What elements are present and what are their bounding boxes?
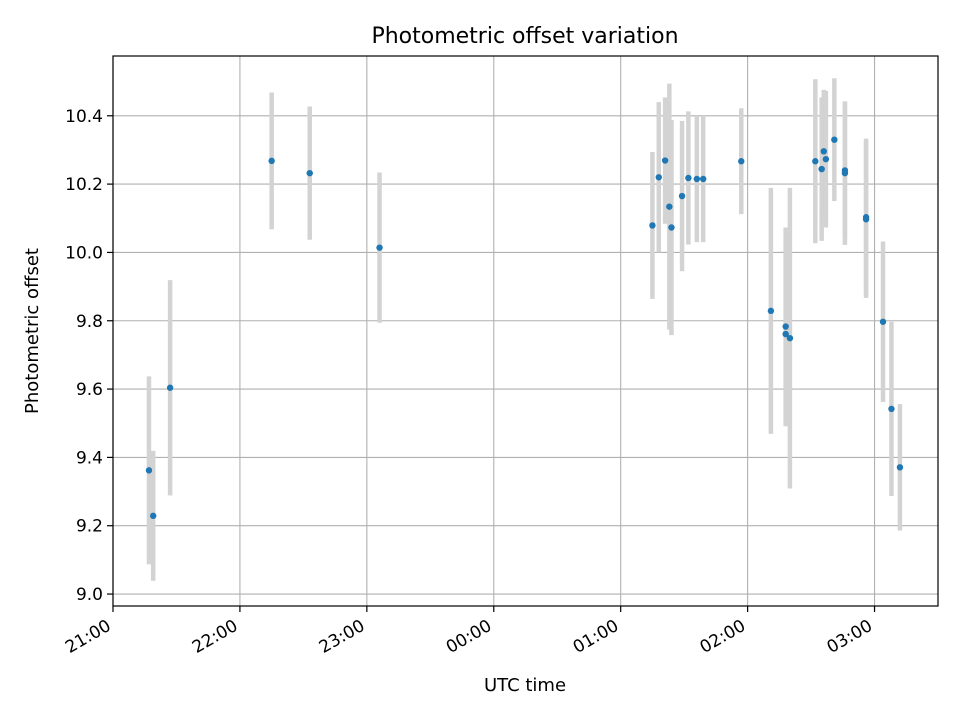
data-point bbox=[822, 155, 830, 163]
y-tick-label: 10.0 bbox=[65, 243, 103, 263]
y-axis-label: Photometric offset bbox=[22, 248, 43, 414]
x-axis-label: UTC time bbox=[484, 675, 566, 696]
y-tick-label: 9.4 bbox=[76, 448, 103, 468]
data-point bbox=[145, 467, 153, 474]
data-point bbox=[831, 136, 838, 143]
y-tick-label: 10.4 bbox=[65, 107, 103, 127]
y-tick-label: 9.2 bbox=[76, 517, 103, 537]
data-point bbox=[862, 216, 870, 223]
y-axis-ticks: 9.0 9.2 9.4 9.6 9.8 10.0 10.2 10.4 bbox=[65, 107, 113, 605]
data-point bbox=[738, 158, 745, 165]
data-point bbox=[166, 384, 174, 391]
data-point bbox=[879, 318, 887, 325]
data-point bbox=[649, 222, 656, 229]
data-point bbox=[786, 334, 794, 342]
data-points bbox=[145, 136, 904, 520]
data-point bbox=[693, 175, 701, 183]
data-point bbox=[666, 203, 673, 210]
data-point bbox=[268, 157, 275, 165]
data-point bbox=[767, 307, 775, 315]
data-point bbox=[376, 244, 383, 251]
grid-lines bbox=[112, 56, 938, 606]
data-point bbox=[888, 405, 895, 413]
data-point bbox=[678, 192, 686, 200]
y-tick-label: 9.0 bbox=[76, 585, 103, 605]
data-point bbox=[699, 175, 707, 183]
data-point bbox=[655, 174, 662, 181]
data-point bbox=[685, 174, 692, 182]
plot-frame bbox=[112, 55, 939, 607]
y-tick-label: 10.2 bbox=[65, 175, 103, 195]
data-point bbox=[820, 148, 827, 155]
data-point bbox=[782, 323, 789, 330]
data-point bbox=[782, 330, 789, 338]
chart-title: Photometric offset variation bbox=[371, 24, 678, 49]
data-point bbox=[896, 464, 904, 471]
y-tick-label: 9.6 bbox=[76, 380, 103, 400]
data-point bbox=[812, 158, 819, 165]
data-point bbox=[841, 169, 849, 177]
data-point bbox=[306, 169, 313, 177]
data-point bbox=[149, 512, 157, 520]
data-point bbox=[661, 157, 669, 164]
y-tick-label: 9.8 bbox=[76, 312, 103, 332]
data-point bbox=[668, 224, 675, 231]
data-point bbox=[818, 165, 825, 173]
